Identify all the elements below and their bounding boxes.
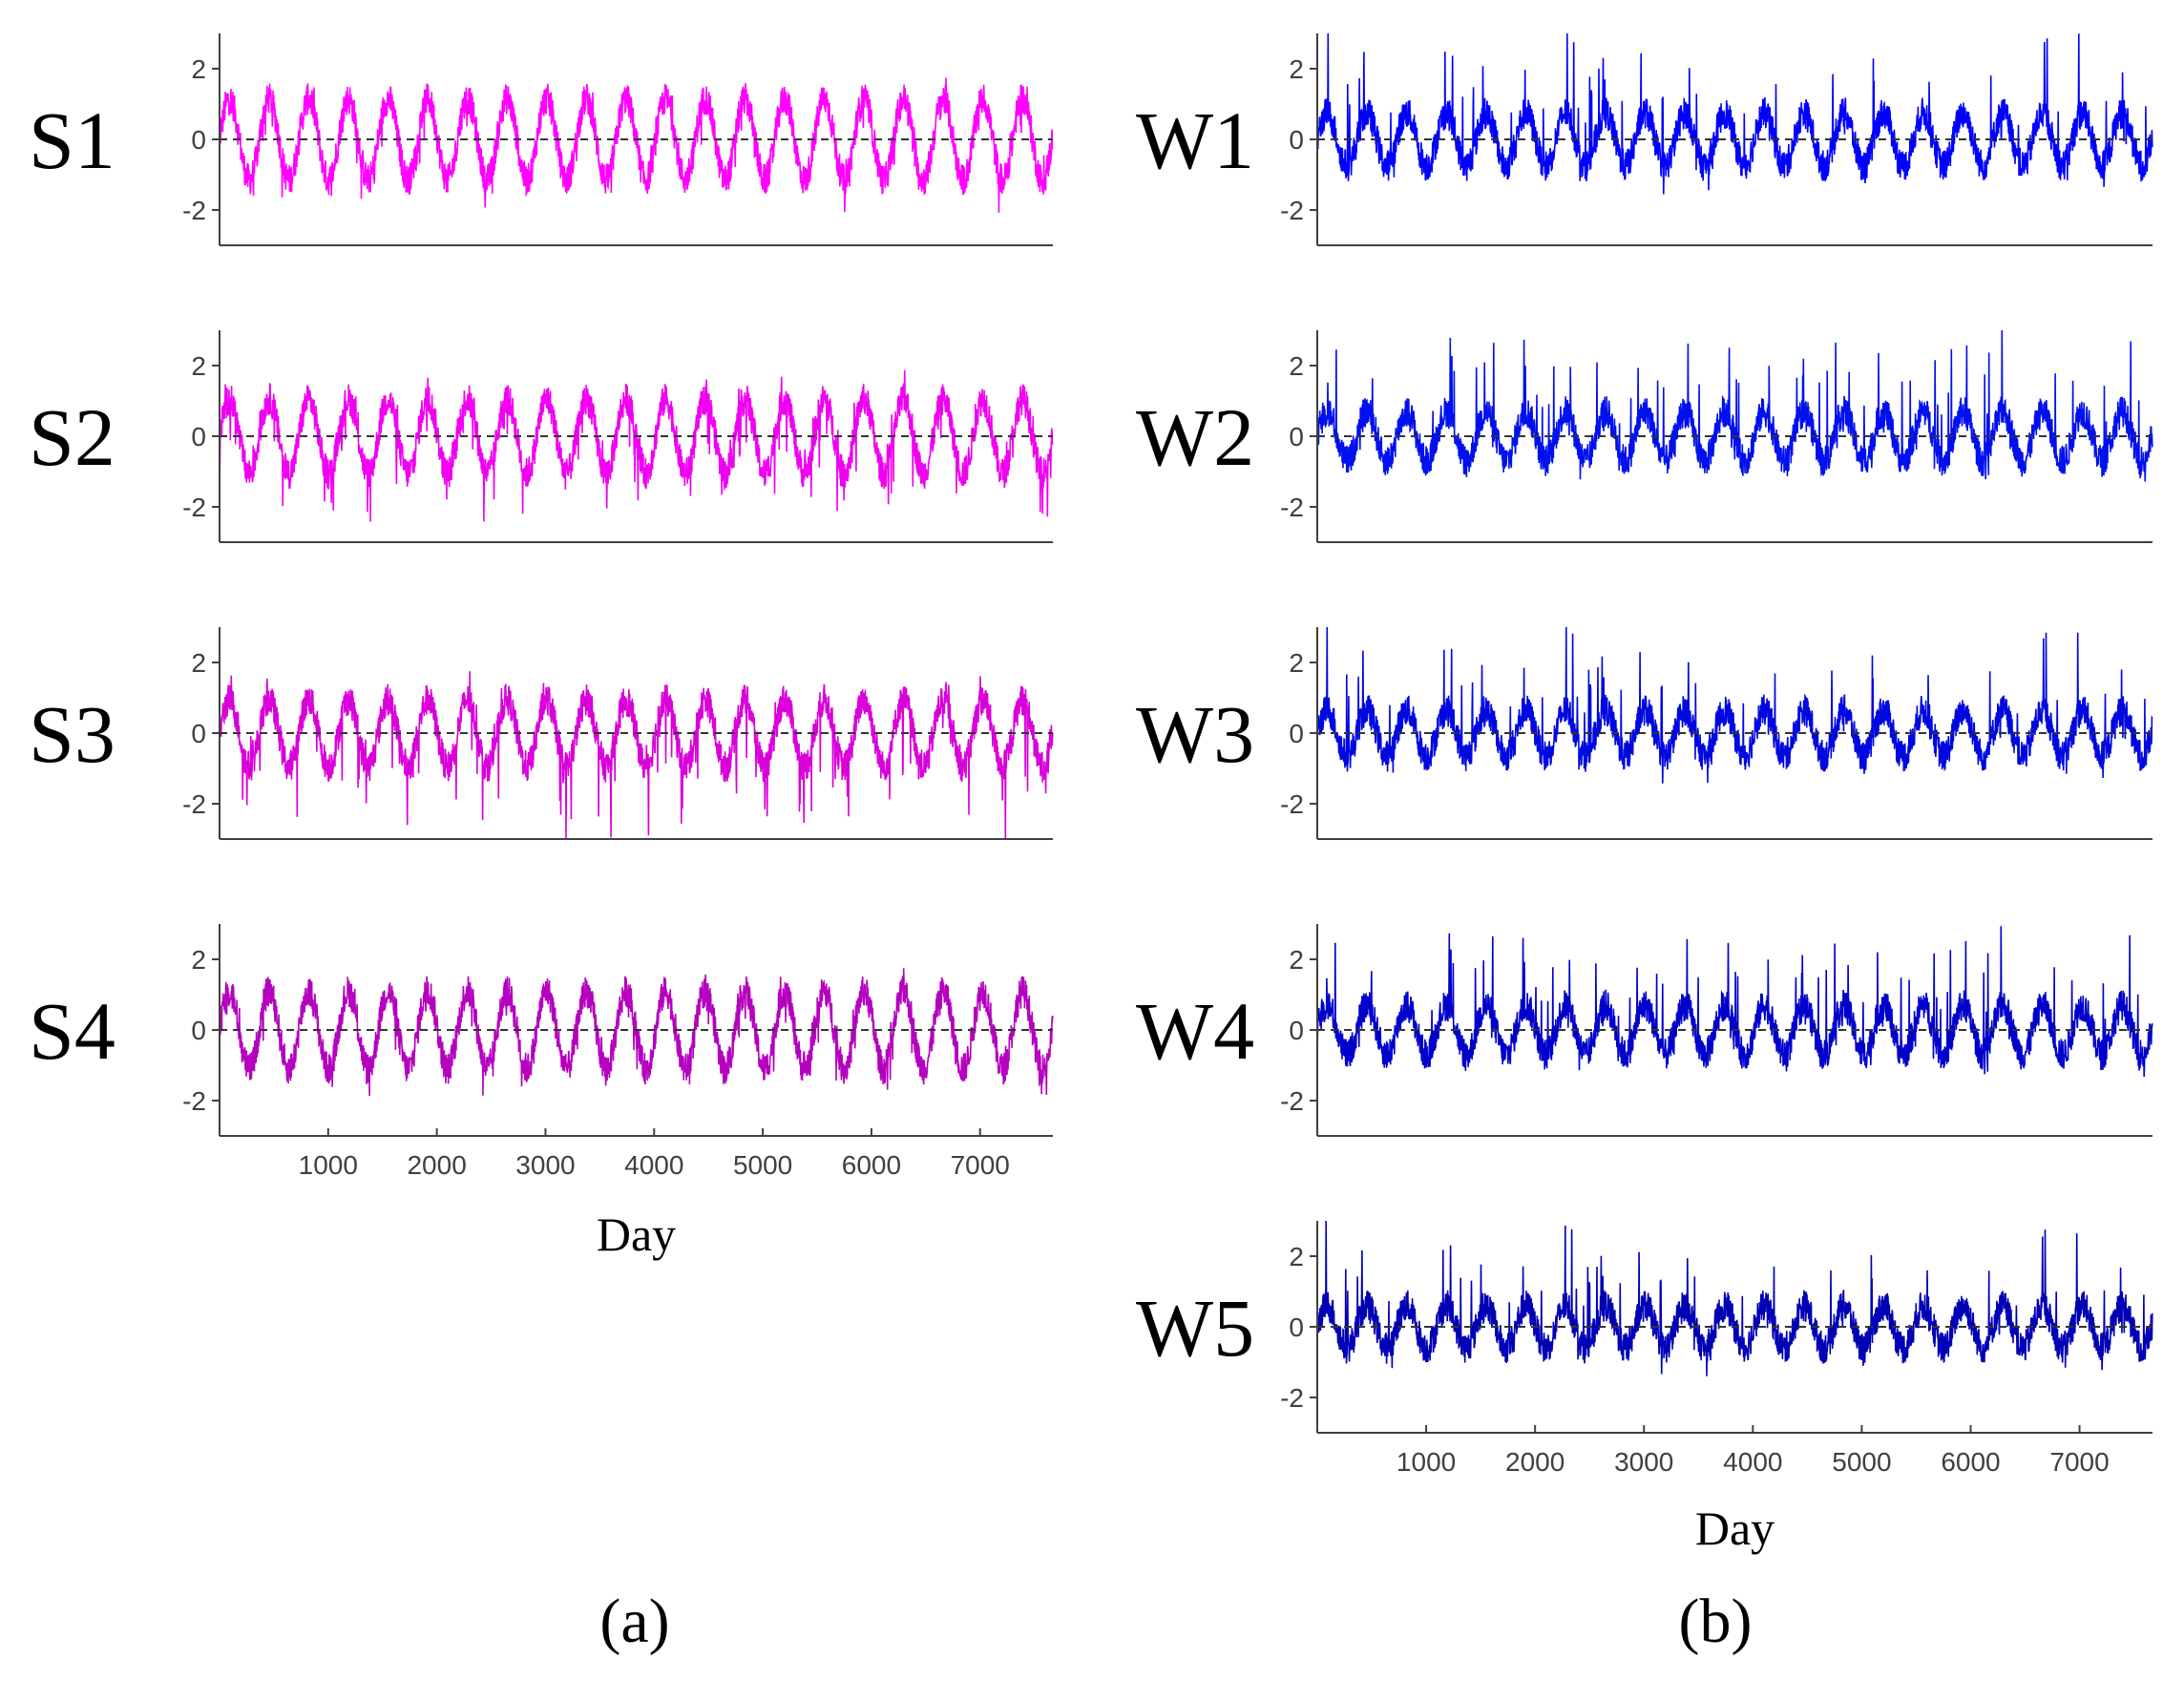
y-tick-label: 0 xyxy=(1289,422,1304,452)
x-tick-label: 7000 xyxy=(2049,1447,2109,1477)
y-tick-label: 0 xyxy=(1289,125,1304,155)
x-tick-label: 3000 xyxy=(1614,1447,1673,1477)
x-tick-label: 6000 xyxy=(842,1150,901,1180)
series-line-W2 xyxy=(1316,329,2153,482)
y-tick-label: 2 xyxy=(1289,1242,1304,1271)
series-label-W4: W4 xyxy=(1136,985,1254,1077)
series-label-W2: W2 xyxy=(1136,391,1254,483)
y-tick-label: -2 xyxy=(182,789,206,819)
y-tick-label: 0 xyxy=(1289,719,1304,748)
series-label-S1: S1 xyxy=(29,94,116,186)
y-tick-label: 0 xyxy=(191,422,206,452)
panel-label: (a) xyxy=(599,1586,669,1656)
y-tick-label: 2 xyxy=(1289,945,1304,975)
x-tick-label: 7000 xyxy=(951,1150,1010,1180)
y-tick-label: -2 xyxy=(1280,1086,1304,1116)
y-tick-label: 2 xyxy=(1289,54,1304,84)
x-tick-label: 4000 xyxy=(1723,1447,1782,1477)
series-line-W4 xyxy=(1316,926,2153,1078)
y-tick-label: -2 xyxy=(1280,493,1304,522)
series-label-W1: W1 xyxy=(1136,94,1254,186)
series-line-W5 xyxy=(1316,1220,2153,1376)
x-tick-label: 4000 xyxy=(624,1150,683,1180)
y-tick-label: -2 xyxy=(182,493,206,522)
x-tick-label: 2000 xyxy=(1505,1447,1564,1477)
y-tick-label: 0 xyxy=(191,1016,206,1045)
y-tick-label: 2 xyxy=(191,351,206,381)
x-tick-label: 1000 xyxy=(299,1150,358,1180)
x-tick-label: 6000 xyxy=(1941,1447,2000,1477)
x-axis-label: Day xyxy=(597,1208,676,1261)
y-tick-label: 0 xyxy=(1289,1016,1304,1045)
y-tick-label: 2 xyxy=(191,54,206,84)
series-label-W3: W3 xyxy=(1136,688,1254,780)
y-tick-label: -2 xyxy=(182,1086,206,1116)
y-tick-label: 2 xyxy=(1289,648,1304,678)
y-tick-label: -2 xyxy=(1280,789,1304,819)
series-line-S3 xyxy=(219,671,1054,840)
series-label-S2: S2 xyxy=(29,391,116,483)
series-line-S2 xyxy=(219,369,1054,522)
x-tick-label: 3000 xyxy=(515,1150,575,1180)
y-tick-label: 0 xyxy=(191,125,206,155)
series-line-W3 xyxy=(1316,626,2153,784)
y-tick-label: 0 xyxy=(1289,1312,1304,1342)
series-line-W1 xyxy=(1316,32,2153,195)
y-tick-label: 2 xyxy=(1289,351,1304,381)
panel-label: (b) xyxy=(1679,1586,1753,1656)
y-tick-label: 2 xyxy=(191,648,206,678)
series-label-S4: S4 xyxy=(29,985,116,1077)
x-tick-label: 5000 xyxy=(1832,1447,1891,1477)
x-tick-label: 5000 xyxy=(733,1150,792,1180)
x-axis-label: Day xyxy=(1695,1502,1774,1555)
series-label-W5: W5 xyxy=(1136,1282,1254,1374)
y-tick-label: -2 xyxy=(1280,196,1304,225)
x-tick-label: 2000 xyxy=(407,1150,466,1180)
x-tick-label: 1000 xyxy=(1396,1447,1456,1477)
y-tick-label: 2 xyxy=(191,945,206,975)
y-tick-label: -2 xyxy=(1280,1383,1304,1413)
series-label-S3: S3 xyxy=(29,688,116,780)
y-tick-label: 0 xyxy=(191,719,206,748)
y-tick-label: -2 xyxy=(182,196,206,225)
series-line-S4 xyxy=(219,968,1054,1097)
series-line-S1 xyxy=(219,77,1054,213)
